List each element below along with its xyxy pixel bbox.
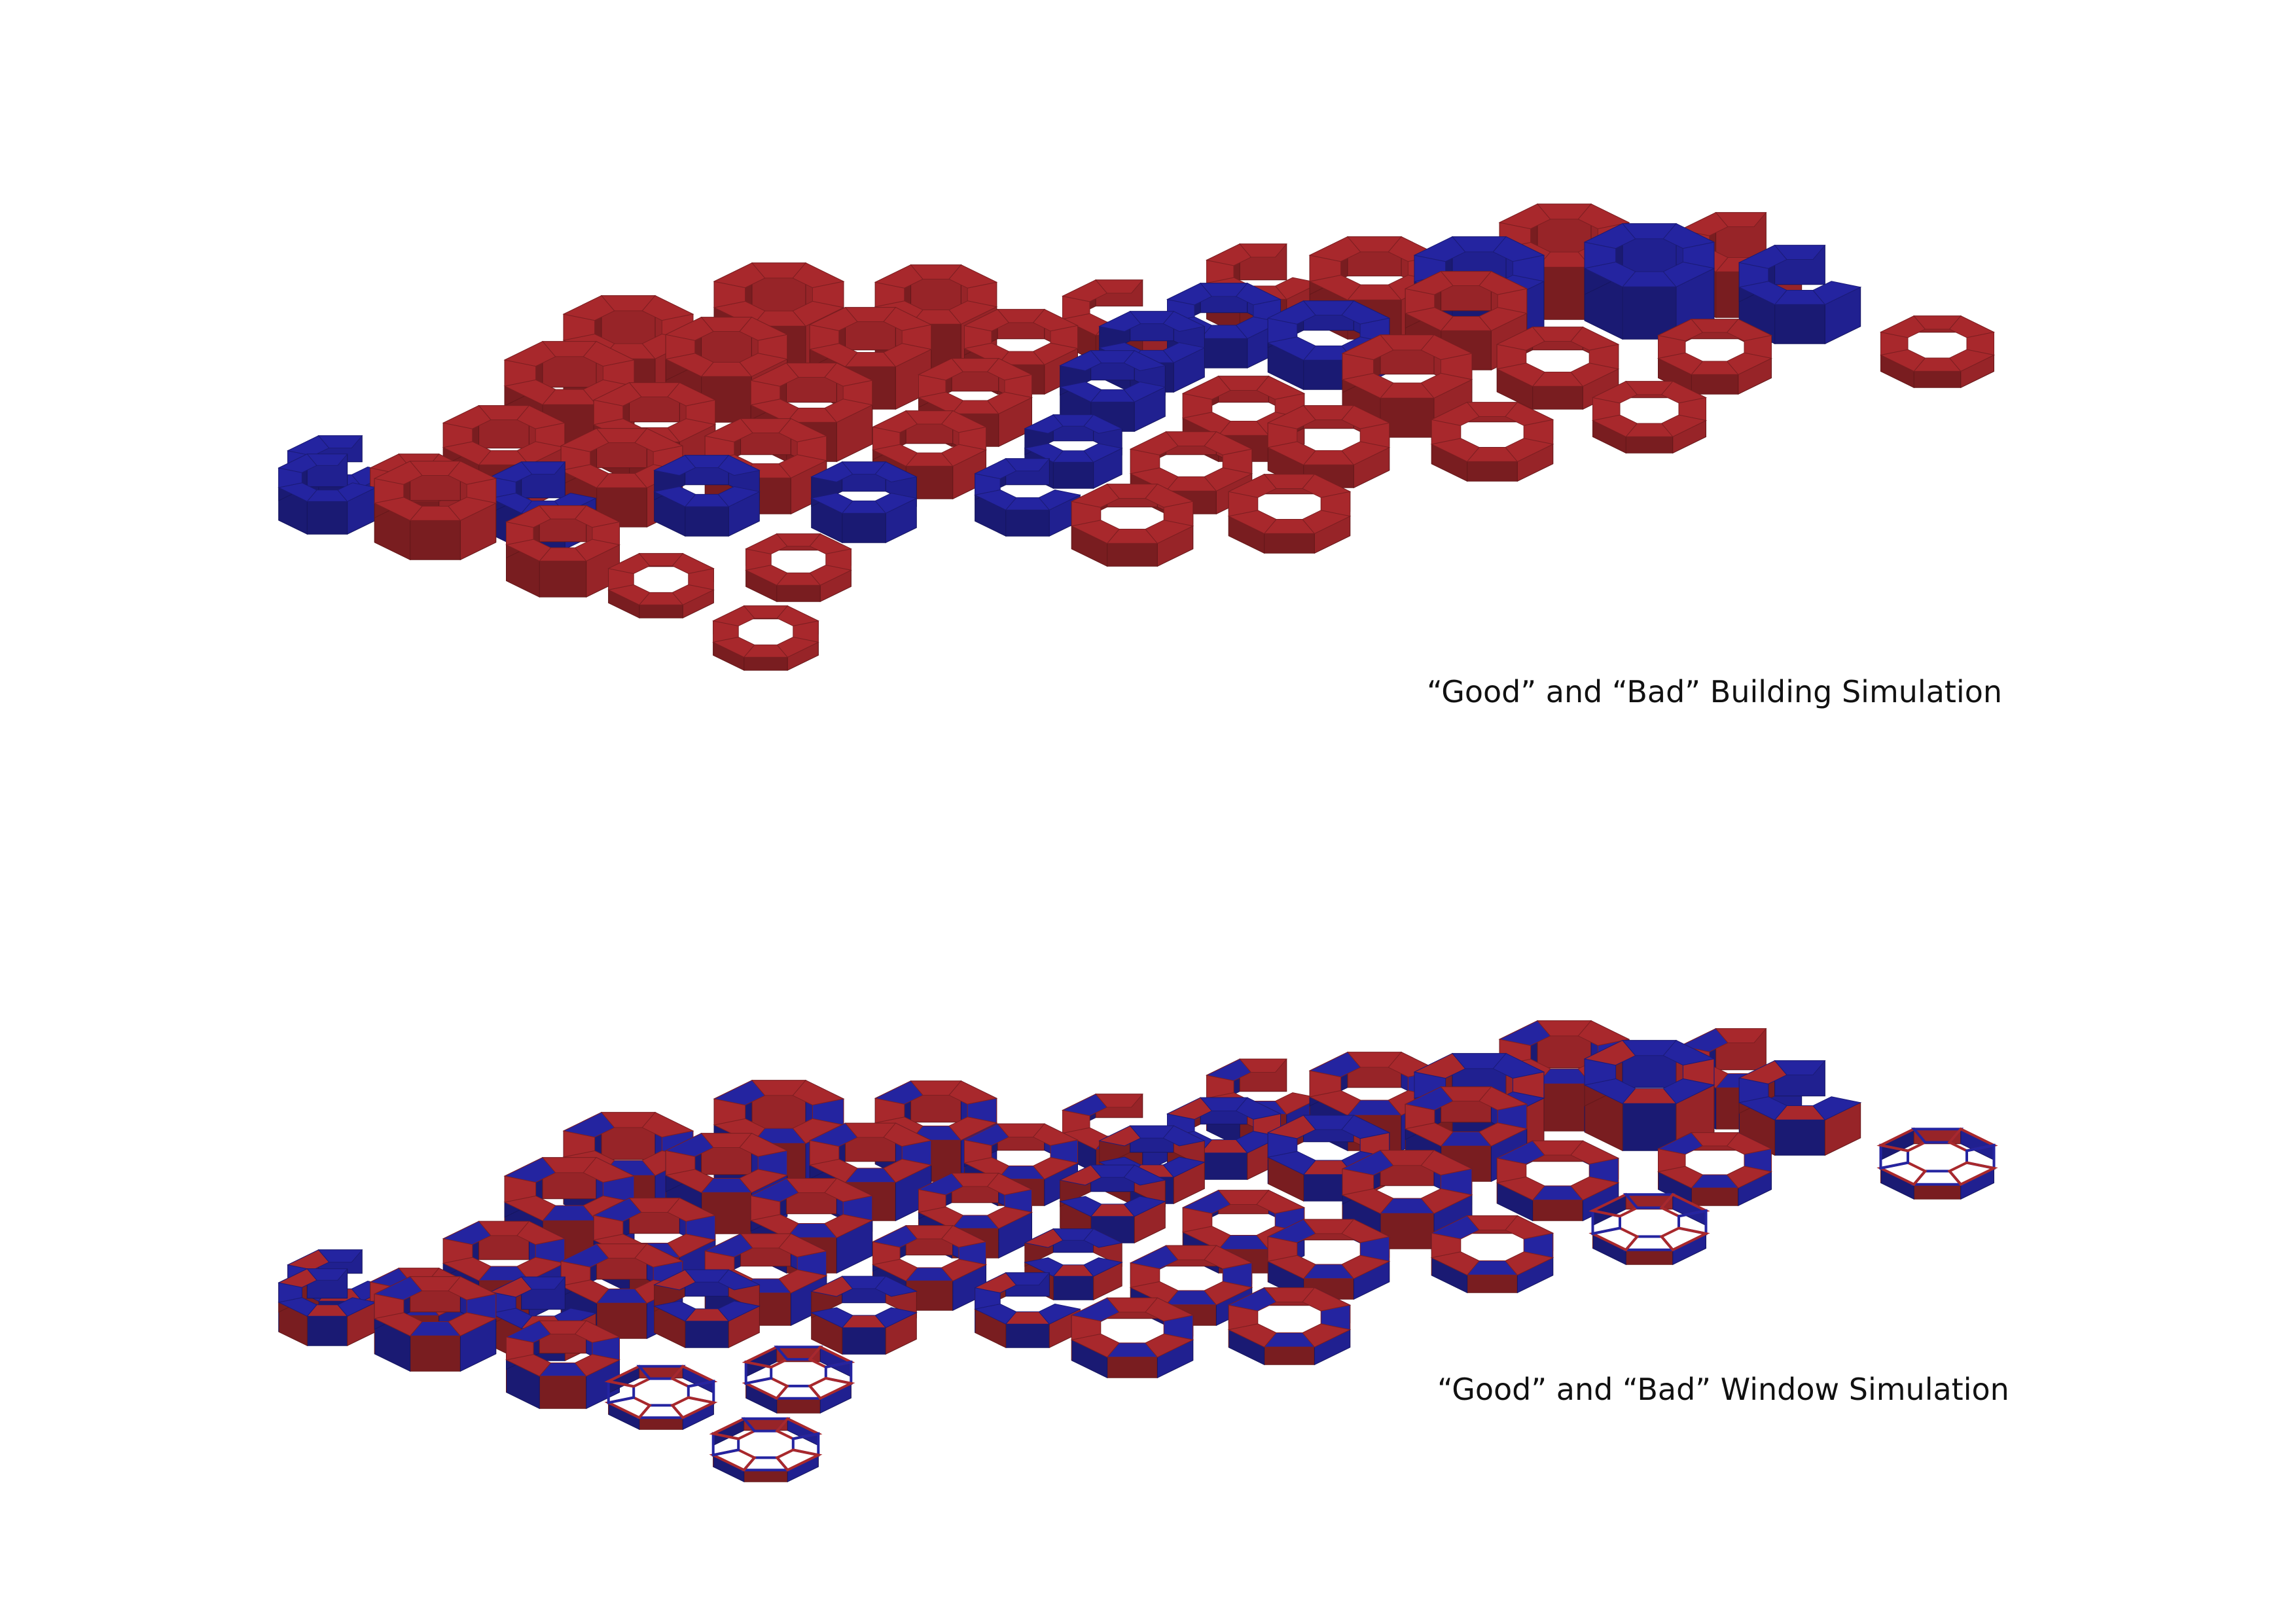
- bad-building-block: [1266, 404, 1391, 489]
- good-window-block: [1024, 1228, 1123, 1300]
- bad-building-block: [505, 505, 621, 598]
- bad-window-block: [1657, 1132, 1773, 1207]
- good-window-block: [653, 1269, 761, 1348]
- good-building-block: [810, 461, 918, 543]
- bad-building-block: [1496, 326, 1620, 410]
- bad-window-block: [1266, 1219, 1391, 1300]
- bad-building-block: [1070, 483, 1194, 567]
- good-window-block: [278, 1268, 377, 1346]
- bad-building-block: [373, 460, 497, 561]
- bad-window-block: [373, 1275, 497, 1372]
- bad-building-block: [1657, 318, 1773, 395]
- bad-building-block: [745, 533, 852, 602]
- good-building-block: [1738, 244, 1862, 345]
- bad-window-block: [1588, 1192, 1710, 1266]
- bad-building-block: [1430, 401, 1554, 482]
- bad-window-block: [742, 1345, 855, 1414]
- bad-window-block: [1341, 1149, 1473, 1250]
- building-simulation-diagram: [278, 203, 1996, 671]
- bad-window-block: [709, 1417, 823, 1482]
- good-building-block: [278, 454, 377, 535]
- bad-window-block: [1876, 1127, 1998, 1200]
- window-simulation-diagram: [278, 1020, 1998, 1482]
- good-window-block: [1738, 1060, 1862, 1156]
- bad-building-block: [1227, 473, 1352, 554]
- bad-building-block: [607, 553, 715, 618]
- building-simulation-caption: “Good” and “Bad” Building Simulation: [1427, 674, 2003, 709]
- bad-window-block: [1070, 1297, 1194, 1379]
- bad-building-block: [712, 605, 819, 671]
- bad-building-block: [917, 357, 1033, 448]
- good-building-block: [653, 455, 761, 537]
- bad-window-block: [963, 1123, 1079, 1207]
- bad-building-block: [1591, 380, 1708, 454]
- bad-window-block: [1430, 1215, 1554, 1294]
- bad-window-block: [505, 1320, 621, 1410]
- good-window-block: [1583, 1039, 1715, 1152]
- good-window-block: [974, 1272, 1081, 1348]
- bad-building-block: [871, 410, 988, 500]
- good-building-block: [1583, 223, 1715, 340]
- window-simulation-caption: “Good” and “Bad” Window Simulation: [1437, 1372, 2009, 1407]
- bad-window-block: [604, 1364, 718, 1430]
- good-window-block: [810, 1275, 918, 1355]
- bad-building-block: [503, 340, 636, 452]
- bad-building-block: [1879, 315, 1996, 389]
- good-building-block: [1024, 414, 1123, 489]
- bad-window-block: [1227, 1287, 1352, 1366]
- bad-window-block: [1496, 1140, 1620, 1222]
